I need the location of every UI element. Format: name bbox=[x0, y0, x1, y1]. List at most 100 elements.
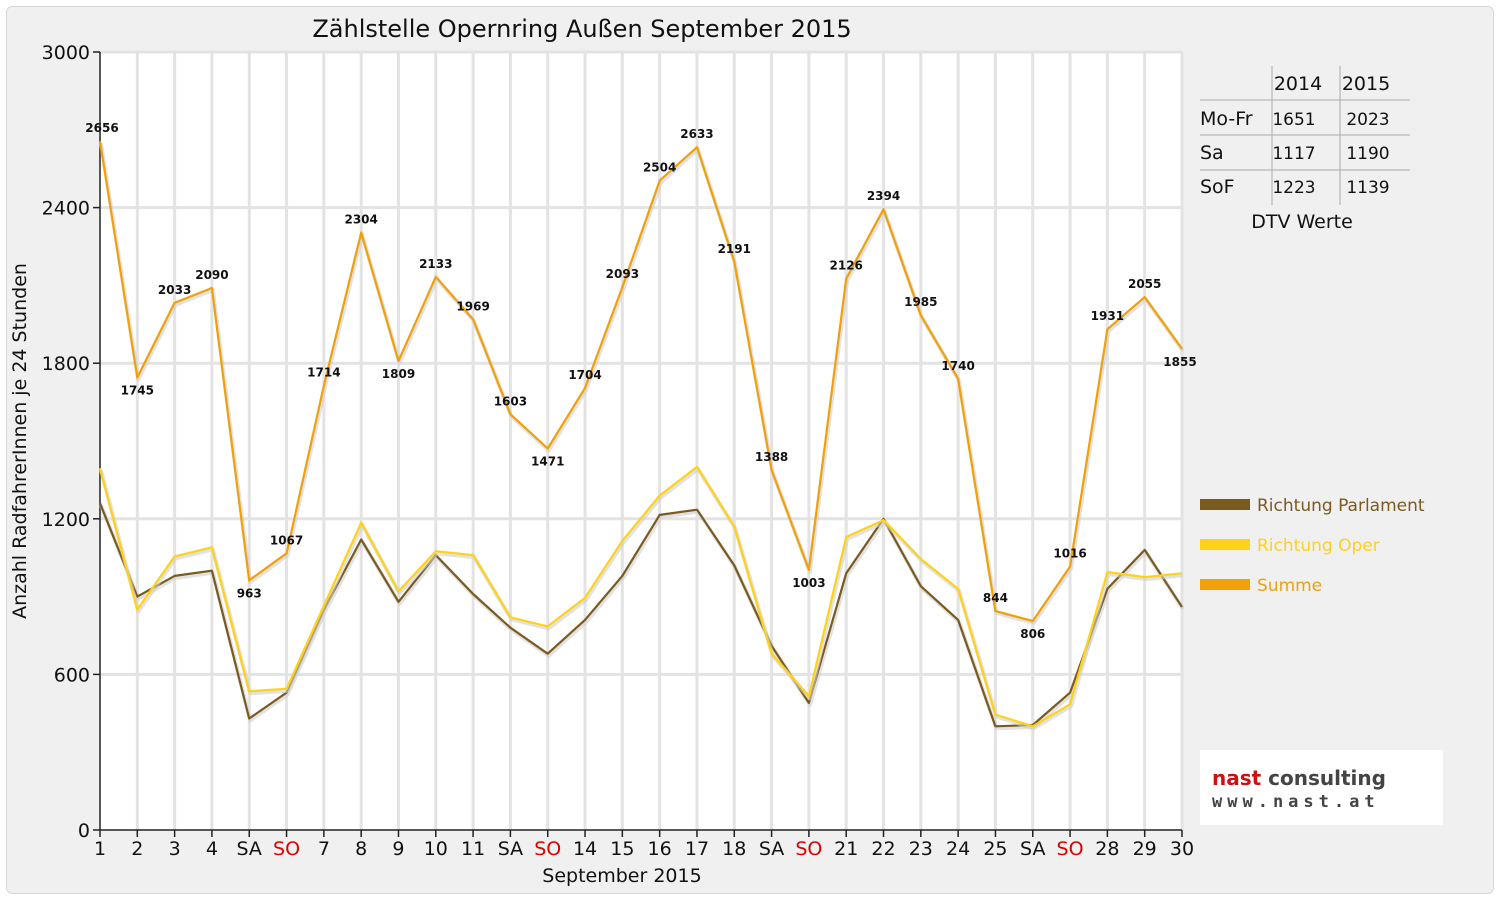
x-tick-label: 25 bbox=[983, 838, 1007, 860]
legend: Richtung Parlament Richtung Oper Summe bbox=[1200, 496, 1425, 596]
data-label: 2504 bbox=[643, 161, 676, 175]
table-header-2014: 2014 bbox=[1274, 73, 1322, 95]
y-tick-label: 1200 bbox=[42, 509, 90, 531]
table-cell-2015: 2023 bbox=[1346, 110, 1389, 130]
table-row-label: SoF bbox=[1200, 176, 1235, 198]
data-label: 1388 bbox=[755, 450, 788, 464]
data-label: 1016 bbox=[1053, 547, 1086, 561]
x-tick-label: SO bbox=[1057, 838, 1084, 860]
x-tick-label: 8 bbox=[355, 838, 367, 860]
data-label: 806 bbox=[1020, 627, 1045, 641]
data-label: 2093 bbox=[606, 267, 639, 281]
series-shadow-richtung-oper bbox=[99, 466, 1184, 731]
x-tick-label: 28 bbox=[1095, 838, 1119, 860]
legend-label: Richtung Parlament bbox=[1257, 496, 1425, 516]
data-label: 1471 bbox=[531, 455, 564, 469]
legend-label: Summe bbox=[1257, 576, 1322, 596]
x-tick-label: 22 bbox=[871, 838, 895, 860]
x-tick-label: SA bbox=[237, 838, 262, 860]
legend-label: Richtung Oper bbox=[1257, 536, 1380, 556]
x-tick-label: 17 bbox=[685, 838, 709, 860]
series-shadow-richtung-parlament bbox=[99, 504, 1185, 731]
data-label: 963 bbox=[237, 586, 262, 600]
x-tick-label: 16 bbox=[648, 838, 672, 860]
x-tick-label: 4 bbox=[206, 838, 218, 860]
table-cell-2015: 1139 bbox=[1346, 178, 1389, 198]
table-row-label: Sa bbox=[1200, 142, 1224, 164]
x-tick-label: SA bbox=[1020, 838, 1045, 860]
x-tick-label: SO bbox=[795, 838, 822, 860]
chart-title: Zählstelle Opernring Außen September 201… bbox=[312, 15, 851, 43]
logo-name: nast consulting bbox=[1212, 766, 1386, 790]
x-tick-label: 18 bbox=[722, 838, 746, 860]
legend-swatch bbox=[1200, 539, 1250, 550]
x-tick-label: SA bbox=[759, 838, 784, 860]
x-tick-label: 1 bbox=[94, 838, 106, 860]
data-label: 2394 bbox=[867, 189, 900, 203]
x-tick-label: SO bbox=[534, 838, 561, 860]
data-label: 1931 bbox=[1091, 309, 1124, 323]
series-lines bbox=[98, 141, 1185, 731]
data-label: 1704 bbox=[568, 368, 601, 382]
legend-swatch bbox=[1200, 579, 1250, 590]
dtv-table: 2014 2015 Mo-Fr 1651 2023 Sa 1117 1190 SoF 1223 11… bbox=[1200, 66, 1410, 233]
data-label: 2633 bbox=[680, 127, 713, 141]
table-cell-2015: 1190 bbox=[1346, 144, 1389, 164]
data-label: 2191 bbox=[718, 242, 751, 256]
table-cell-2014: 1117 bbox=[1272, 144, 1315, 164]
series-line-summe bbox=[98, 141, 1183, 623]
data-label: 1067 bbox=[270, 533, 303, 547]
y-tick-label: 3000 bbox=[42, 42, 90, 64]
data-label: 1969 bbox=[456, 299, 489, 313]
y-tick-label: 1800 bbox=[42, 353, 90, 375]
logo-name-red: nast bbox=[1212, 766, 1262, 790]
data-label: 2126 bbox=[830, 259, 863, 273]
table-caption: DTV Werte bbox=[1251, 211, 1353, 233]
y-axis-label: Anzahl RadfahrerInnen je 24 Stunden bbox=[9, 263, 31, 619]
series-line-richtung-oper bbox=[98, 465, 1183, 728]
x-tick-label: 11 bbox=[461, 838, 485, 860]
data-label: 1745 bbox=[121, 383, 154, 397]
y-tick-label: 0 bbox=[78, 820, 90, 842]
data-label: 2304 bbox=[344, 212, 377, 226]
table-header-2015: 2015 bbox=[1342, 73, 1390, 95]
x-tick-label: 23 bbox=[909, 838, 933, 860]
series-line-richtung-parlament bbox=[98, 502, 1183, 728]
legend-swatch bbox=[1200, 499, 1250, 510]
data-label: 2656 bbox=[85, 121, 118, 135]
x-tick-label: SA bbox=[498, 838, 523, 860]
data-label: 1714 bbox=[307, 366, 340, 380]
data-label: 1855 bbox=[1163, 355, 1196, 369]
data-labels: 2656 1745 2033 2090 963 1067 1714 2304 1809 2133 1… bbox=[85, 121, 1196, 641]
y-tick-label: 2400 bbox=[42, 198, 90, 220]
company-logo: nast consulting www.nast.at bbox=[1200, 750, 1443, 825]
x-tick-label: 7 bbox=[318, 838, 330, 860]
x-tick-label: 3 bbox=[169, 838, 181, 860]
x-tick-label: 14 bbox=[573, 838, 597, 860]
x-tick-label: SO bbox=[273, 838, 300, 860]
x-tick-label: 21 bbox=[834, 838, 858, 860]
data-label: 1603 bbox=[494, 394, 527, 408]
y-tick-label: 600 bbox=[54, 664, 90, 686]
data-label: 1985 bbox=[904, 295, 937, 309]
x-tick-label: 2 bbox=[131, 838, 143, 860]
x-tick-label: 9 bbox=[392, 838, 404, 860]
data-label: 2133 bbox=[419, 257, 452, 271]
table-cell-2014: 1651 bbox=[1272, 110, 1315, 130]
data-label: 1740 bbox=[941, 359, 974, 373]
data-label: 2090 bbox=[195, 268, 228, 282]
x-tick-label: 30 bbox=[1170, 838, 1194, 860]
x-tick-label: 15 bbox=[610, 838, 634, 860]
data-label: 844 bbox=[983, 591, 1008, 605]
x-tick-label: 29 bbox=[1133, 838, 1157, 860]
x-tick-label: 10 bbox=[424, 838, 448, 860]
data-label: 1809 bbox=[382, 367, 415, 381]
logo-url: www.nast.at bbox=[1212, 792, 1380, 812]
data-label: 1003 bbox=[792, 576, 825, 590]
data-label: 2033 bbox=[158, 283, 191, 297]
logo-name-rest: consulting bbox=[1261, 766, 1386, 790]
x-tick-label: 24 bbox=[946, 838, 970, 860]
table-row-label: Mo-Fr bbox=[1200, 108, 1253, 130]
